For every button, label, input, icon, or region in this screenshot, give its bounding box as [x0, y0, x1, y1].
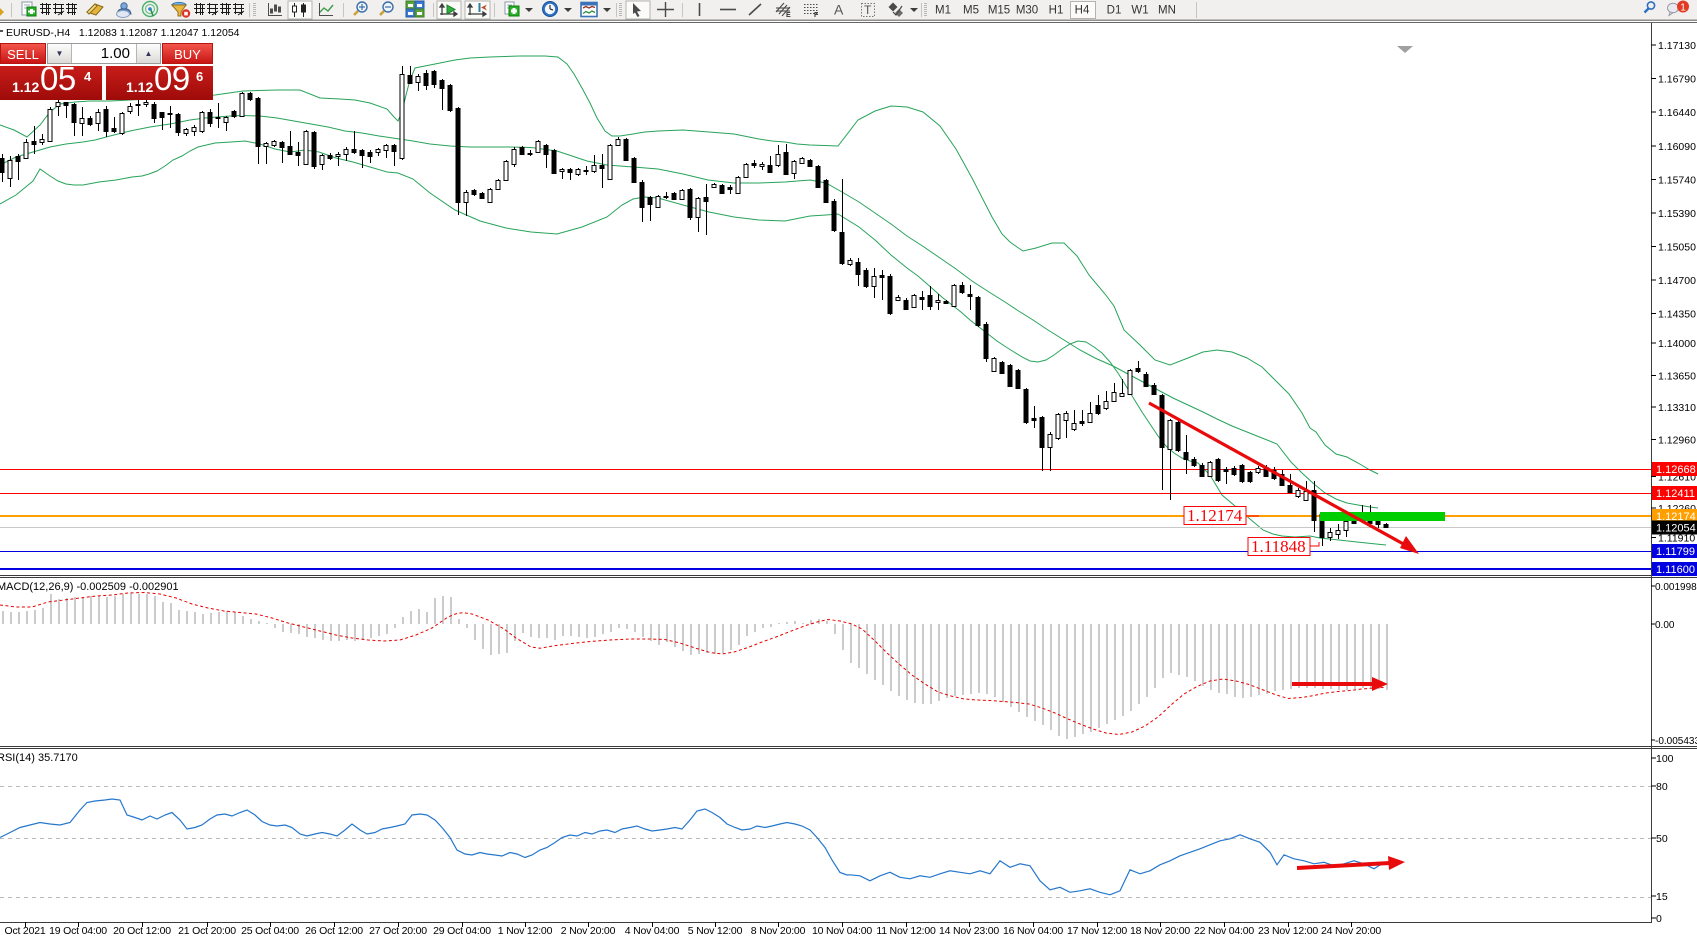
svg-text:1.11600: 1.11600: [1656, 564, 1695, 576]
svg-text:1.14700: 1.14700: [1658, 275, 1696, 287]
svg-text:H1: H1: [1049, 5, 1064, 17]
svg-text:1.12054: 1.12054: [1656, 523, 1696, 535]
svg-text:1.11910: 1.11910: [1658, 533, 1695, 545]
svg-text:A: A: [834, 2, 844, 18]
svg-text:50: 50: [1656, 833, 1668, 845]
svg-text:M30: M30: [1016, 5, 1038, 17]
svg-text:1.15390: 1.15390: [1658, 208, 1696, 220]
svg-text:RSI(14) 35.7170: RSI(14) 35.7170: [0, 752, 78, 764]
svg-text:1.16440: 1.16440: [1658, 107, 1696, 119]
svg-text:22 Nov 04:00: 22 Nov 04:00: [1194, 925, 1254, 937]
svg-text:1.15740: 1.15740: [1658, 175, 1696, 187]
svg-text:1.15050: 1.15050: [1658, 242, 1696, 254]
svg-text:1 Nov 12:00: 1 Nov 12:00: [498, 925, 553, 937]
svg-text:100: 100: [1656, 753, 1674, 765]
svg-text:MN: MN: [1158, 5, 1176, 17]
svg-text:5 Nov 12:00: 5 Nov 12:00: [688, 925, 743, 937]
svg-text:20 Oct 12:00: 20 Oct 12:00: [113, 925, 171, 937]
svg-text:M15: M15: [988, 5, 1010, 17]
svg-text:25 Oct 04:00: 25 Oct 04:00: [241, 925, 299, 937]
svg-text:H4: H4: [1075, 5, 1090, 17]
svg-text:0: 0: [1656, 913, 1662, 925]
svg-text:1.12174: 1.12174: [1187, 506, 1243, 525]
svg-text:15: 15: [1656, 891, 1668, 903]
svg-text:M5: M5: [963, 5, 979, 17]
svg-text:1.13650: 1.13650: [1658, 371, 1696, 383]
svg-text:0.001998: 0.001998: [1655, 582, 1697, 593]
svg-text:0.00: 0.00: [1655, 620, 1675, 631]
svg-text:21 Oct 20:00: 21 Oct 20:00: [178, 925, 236, 937]
svg-text:D1: D1: [1107, 5, 1122, 17]
svg-text:1.11799: 1.11799: [1656, 546, 1695, 558]
svg-text:1.12668: 1.12668: [1656, 464, 1696, 476]
svg-text:M1: M1: [935, 5, 951, 17]
svg-text:27 Oct 20:00: 27 Oct 20:00: [369, 925, 427, 937]
svg-text:T: T: [864, 3, 872, 17]
svg-text:1.12174: 1.12174: [1656, 511, 1696, 523]
svg-text:16 Nov 04:00: 16 Nov 04:00: [1003, 925, 1063, 937]
svg-text:1.16790: 1.16790: [1658, 74, 1696, 86]
svg-text:1.11848: 1.11848: [1251, 537, 1306, 556]
svg-text:8 Nov 20:00: 8 Nov 20:00: [751, 925, 806, 937]
svg-text:14 Nov 23:00: 14 Nov 23:00: [939, 925, 999, 937]
svg-text:1: 1: [1680, 3, 1686, 14]
svg-text:80: 80: [1656, 781, 1668, 793]
svg-text:26 Oct 12:00: 26 Oct 12:00: [305, 925, 363, 937]
svg-text:4 Nov 04:00: 4 Nov 04:00: [625, 925, 680, 937]
svg-text:18 Nov 20:00: 18 Nov 20:00: [1130, 925, 1190, 937]
svg-text:11 Nov 12:00: 11 Nov 12:00: [876, 925, 936, 937]
svg-text:1.14000: 1.14000: [1658, 338, 1696, 350]
svg-text:29 Oct 04:00: 29 Oct 04:00: [433, 925, 491, 937]
svg-text:Oct 2021: Oct 2021: [4, 925, 45, 937]
svg-text:19 Oct 04:00: 19 Oct 04:00: [49, 925, 107, 937]
svg-text:EURUSD-,H4 1.12083 1.12087 1: EURUSD-,H4 1.12083 1.12087 1.12047 1.120…: [6, 27, 240, 39]
svg-text:W1: W1: [1131, 5, 1148, 17]
svg-text:10 Nov 04:00: 10 Nov 04:00: [812, 925, 872, 937]
svg-text:17 Nov 12:00: 17 Nov 12:00: [1067, 925, 1127, 937]
svg-text:1.17130: 1.17130: [1658, 40, 1696, 52]
svg-text:24 Nov 20:00: 24 Nov 20:00: [1321, 925, 1381, 937]
svg-text:1.14350: 1.14350: [1658, 309, 1696, 321]
svg-text:2 Nov 20:00: 2 Nov 20:00: [561, 925, 616, 937]
svg-text:MACD(12,26,9) -0.002509 -0.002: MACD(12,26,9) -0.002509 -0.002901: [0, 581, 179, 593]
svg-text:1.12411: 1.12411: [1656, 488, 1695, 500]
svg-text:1.12960: 1.12960: [1658, 435, 1696, 447]
svg-text:23 Nov 12:00: 23 Nov 12:00: [1258, 925, 1318, 937]
svg-text:E: E: [786, 12, 791, 19]
svg-text:1.13310: 1.13310: [1658, 402, 1696, 414]
svg-text:F: F: [814, 12, 819, 19]
svg-text:-0.005433: -0.005433: [1655, 736, 1697, 747]
svg-text:1.16090: 1.16090: [1658, 141, 1696, 153]
